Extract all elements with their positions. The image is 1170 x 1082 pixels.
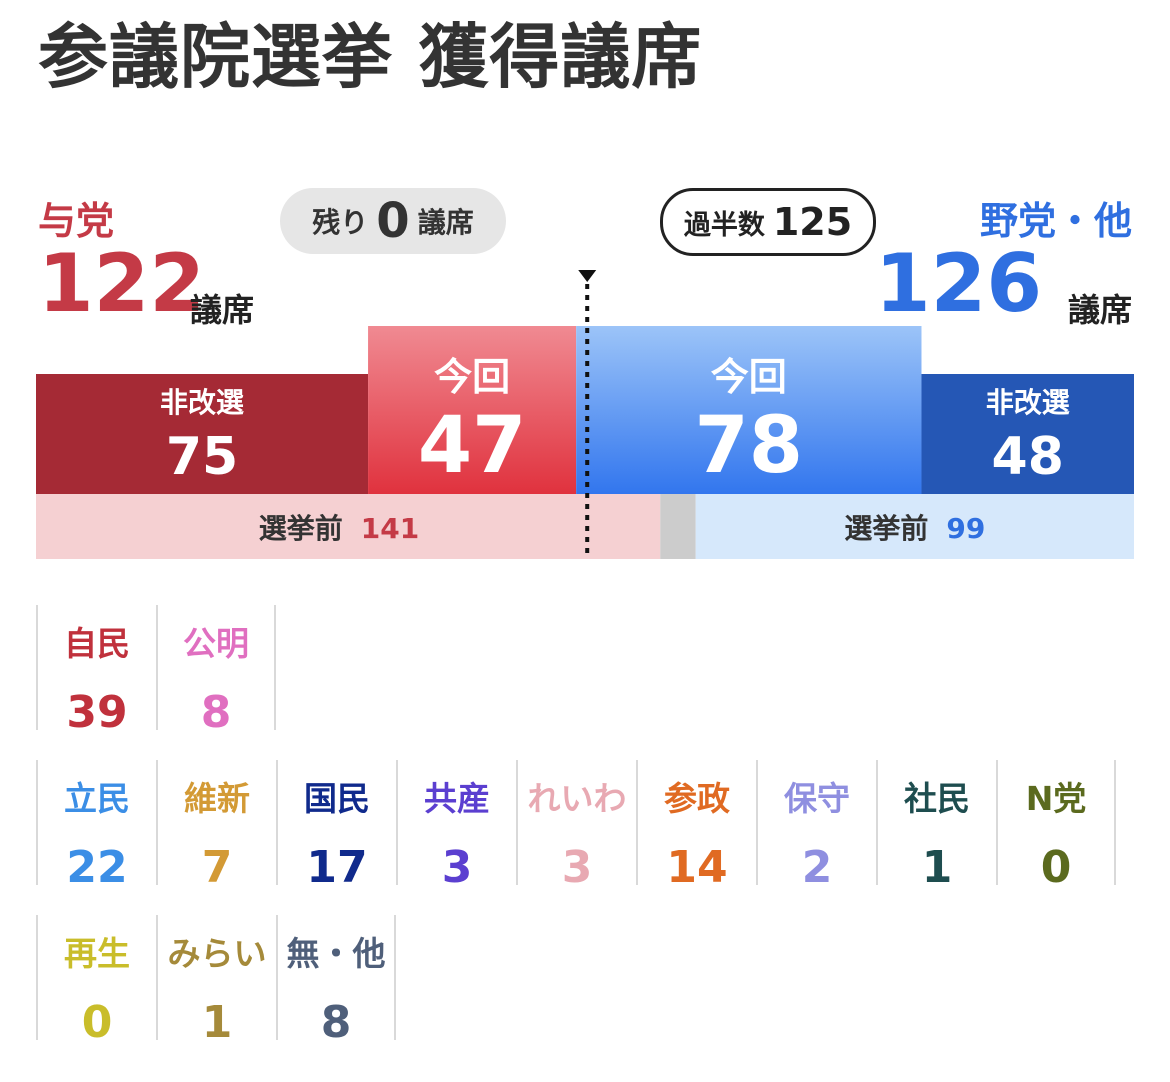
party-seats: 2 [801, 842, 833, 893]
party-name: 再生 [64, 934, 130, 973]
party-cell: みらい 1 [156, 915, 276, 1048]
party-cell: れいわ 3 [516, 760, 636, 893]
before-opposition-bar [695, 494, 1134, 559]
party-name: 立民 [64, 779, 130, 818]
majority-badge: 過半数 125 [660, 188, 876, 256]
party-seats: 8 [320, 997, 352, 1048]
party-name: N党 [1025, 779, 1087, 818]
party-name: みらい [167, 934, 267, 973]
bar-label: 今回 [434, 355, 510, 399]
party-name: 自民 [64, 624, 130, 663]
ruling-bloc-unit: 議席 [190, 291, 255, 329]
party-cell: 保守 2 [756, 760, 876, 893]
bar-label: 非改選 [986, 386, 1070, 419]
opposition-bloc-label: 野党・他 [979, 199, 1132, 243]
party-row-opposition: 立民 22 維新 7 国民 17 共産 3 れいわ 3 参政 14 保守 2 社民 1 N党 0 [36, 760, 1116, 893]
party-row-other: 再生 0 みらい 1 無・他 8 [36, 915, 1116, 1048]
party-name: 社民 [904, 779, 970, 818]
party-seats: 3 [441, 842, 473, 893]
party-cell: 自民 39 [36, 605, 156, 738]
party-cell: 無・他 8 [276, 915, 396, 1048]
before-label: 選挙前 [259, 512, 343, 545]
party-name: 保守 [784, 779, 850, 818]
bar-ruling-this [368, 326, 577, 494]
bar-value: 75 [166, 427, 238, 487]
before-value: 99 [946, 512, 985, 545]
opposition-bloc-unit: 議席 [1067, 291, 1132, 329]
bar-label: 今回 [711, 355, 787, 399]
remaining-value: 0 [376, 193, 410, 249]
before-ruling-bar [36, 494, 661, 559]
party-name: 維新 [184, 779, 250, 818]
bar-value: 48 [992, 427, 1064, 487]
party-name: 共産 [424, 779, 490, 818]
party-seats: 3 [561, 842, 593, 893]
party-name: 無・他 [286, 934, 386, 973]
bar-ruling-noncontested [36, 374, 369, 494]
page-title: 参議院選挙 獲得議席 [38, 16, 703, 98]
party-row-ruling: 自民 39 公明 8 [36, 605, 1116, 738]
party-name: れいわ [527, 779, 627, 818]
remaining-prefix: 残り [312, 206, 369, 239]
opposition-bloc-total: 126 [875, 237, 1042, 330]
before-value: 141 [361, 512, 419, 545]
party-cell: 維新 7 [156, 760, 276, 893]
party-cell: 社民 1 [876, 760, 996, 893]
majority-value: 125 [772, 200, 853, 244]
party-seats: 1 [201, 997, 233, 1048]
party-seat-grid: 自民 39 公明 8 立民 22 維新 7 国民 17 共産 3 れいわ 3 参政 14 保守 2 社民 1 N党 0 … [36, 605, 1116, 1070]
bar-label: 非改選 [160, 386, 244, 419]
party-cell: 共産 3 [396, 760, 516, 893]
party-seats: 0 [1040, 842, 1072, 893]
party-cell: 再生 0 [36, 915, 156, 1048]
party-seats: 8 [200, 687, 232, 738]
party-seats: 39 [66, 687, 128, 738]
bar-value: 47 [418, 401, 527, 491]
party-seats: 7 [201, 842, 233, 893]
party-seats: 22 [66, 842, 128, 893]
bar-opp-noncontested [921, 374, 1134, 494]
party-name: 国民 [304, 779, 370, 818]
party-cell: 公明 8 [156, 605, 276, 738]
bar-opp-this [576, 326, 922, 494]
remaining-seats-badge: 残り 0 議席 [280, 188, 506, 254]
party-seats: 17 [306, 842, 368, 893]
party-cell: N党 0 [996, 760, 1116, 893]
party-seats: 0 [81, 997, 113, 1048]
party-name: 参政 [664, 779, 730, 818]
remaining-unit: 議席 [417, 206, 474, 239]
party-seats: 14 [666, 842, 728, 893]
party-cell: 国民 17 [276, 760, 396, 893]
party-seats: 1 [921, 842, 953, 893]
majority-marker-icon [578, 270, 597, 282]
ruling-bloc-total: 122 [38, 237, 205, 330]
before-summary: 選挙前 141 [259, 512, 419, 545]
majority-label: 過半数 [683, 209, 765, 241]
party-cell: 参政 14 [636, 760, 756, 893]
before-vacant-bar [660, 494, 696, 559]
before-summary: 選挙前 99 [844, 512, 985, 545]
party-name: 公明 [183, 624, 249, 663]
bar-value: 78 [695, 401, 804, 491]
ruling-bloc-label: 与党 [38, 199, 115, 243]
before-label: 選挙前 [844, 512, 928, 545]
party-cell: 立民 22 [36, 760, 156, 893]
